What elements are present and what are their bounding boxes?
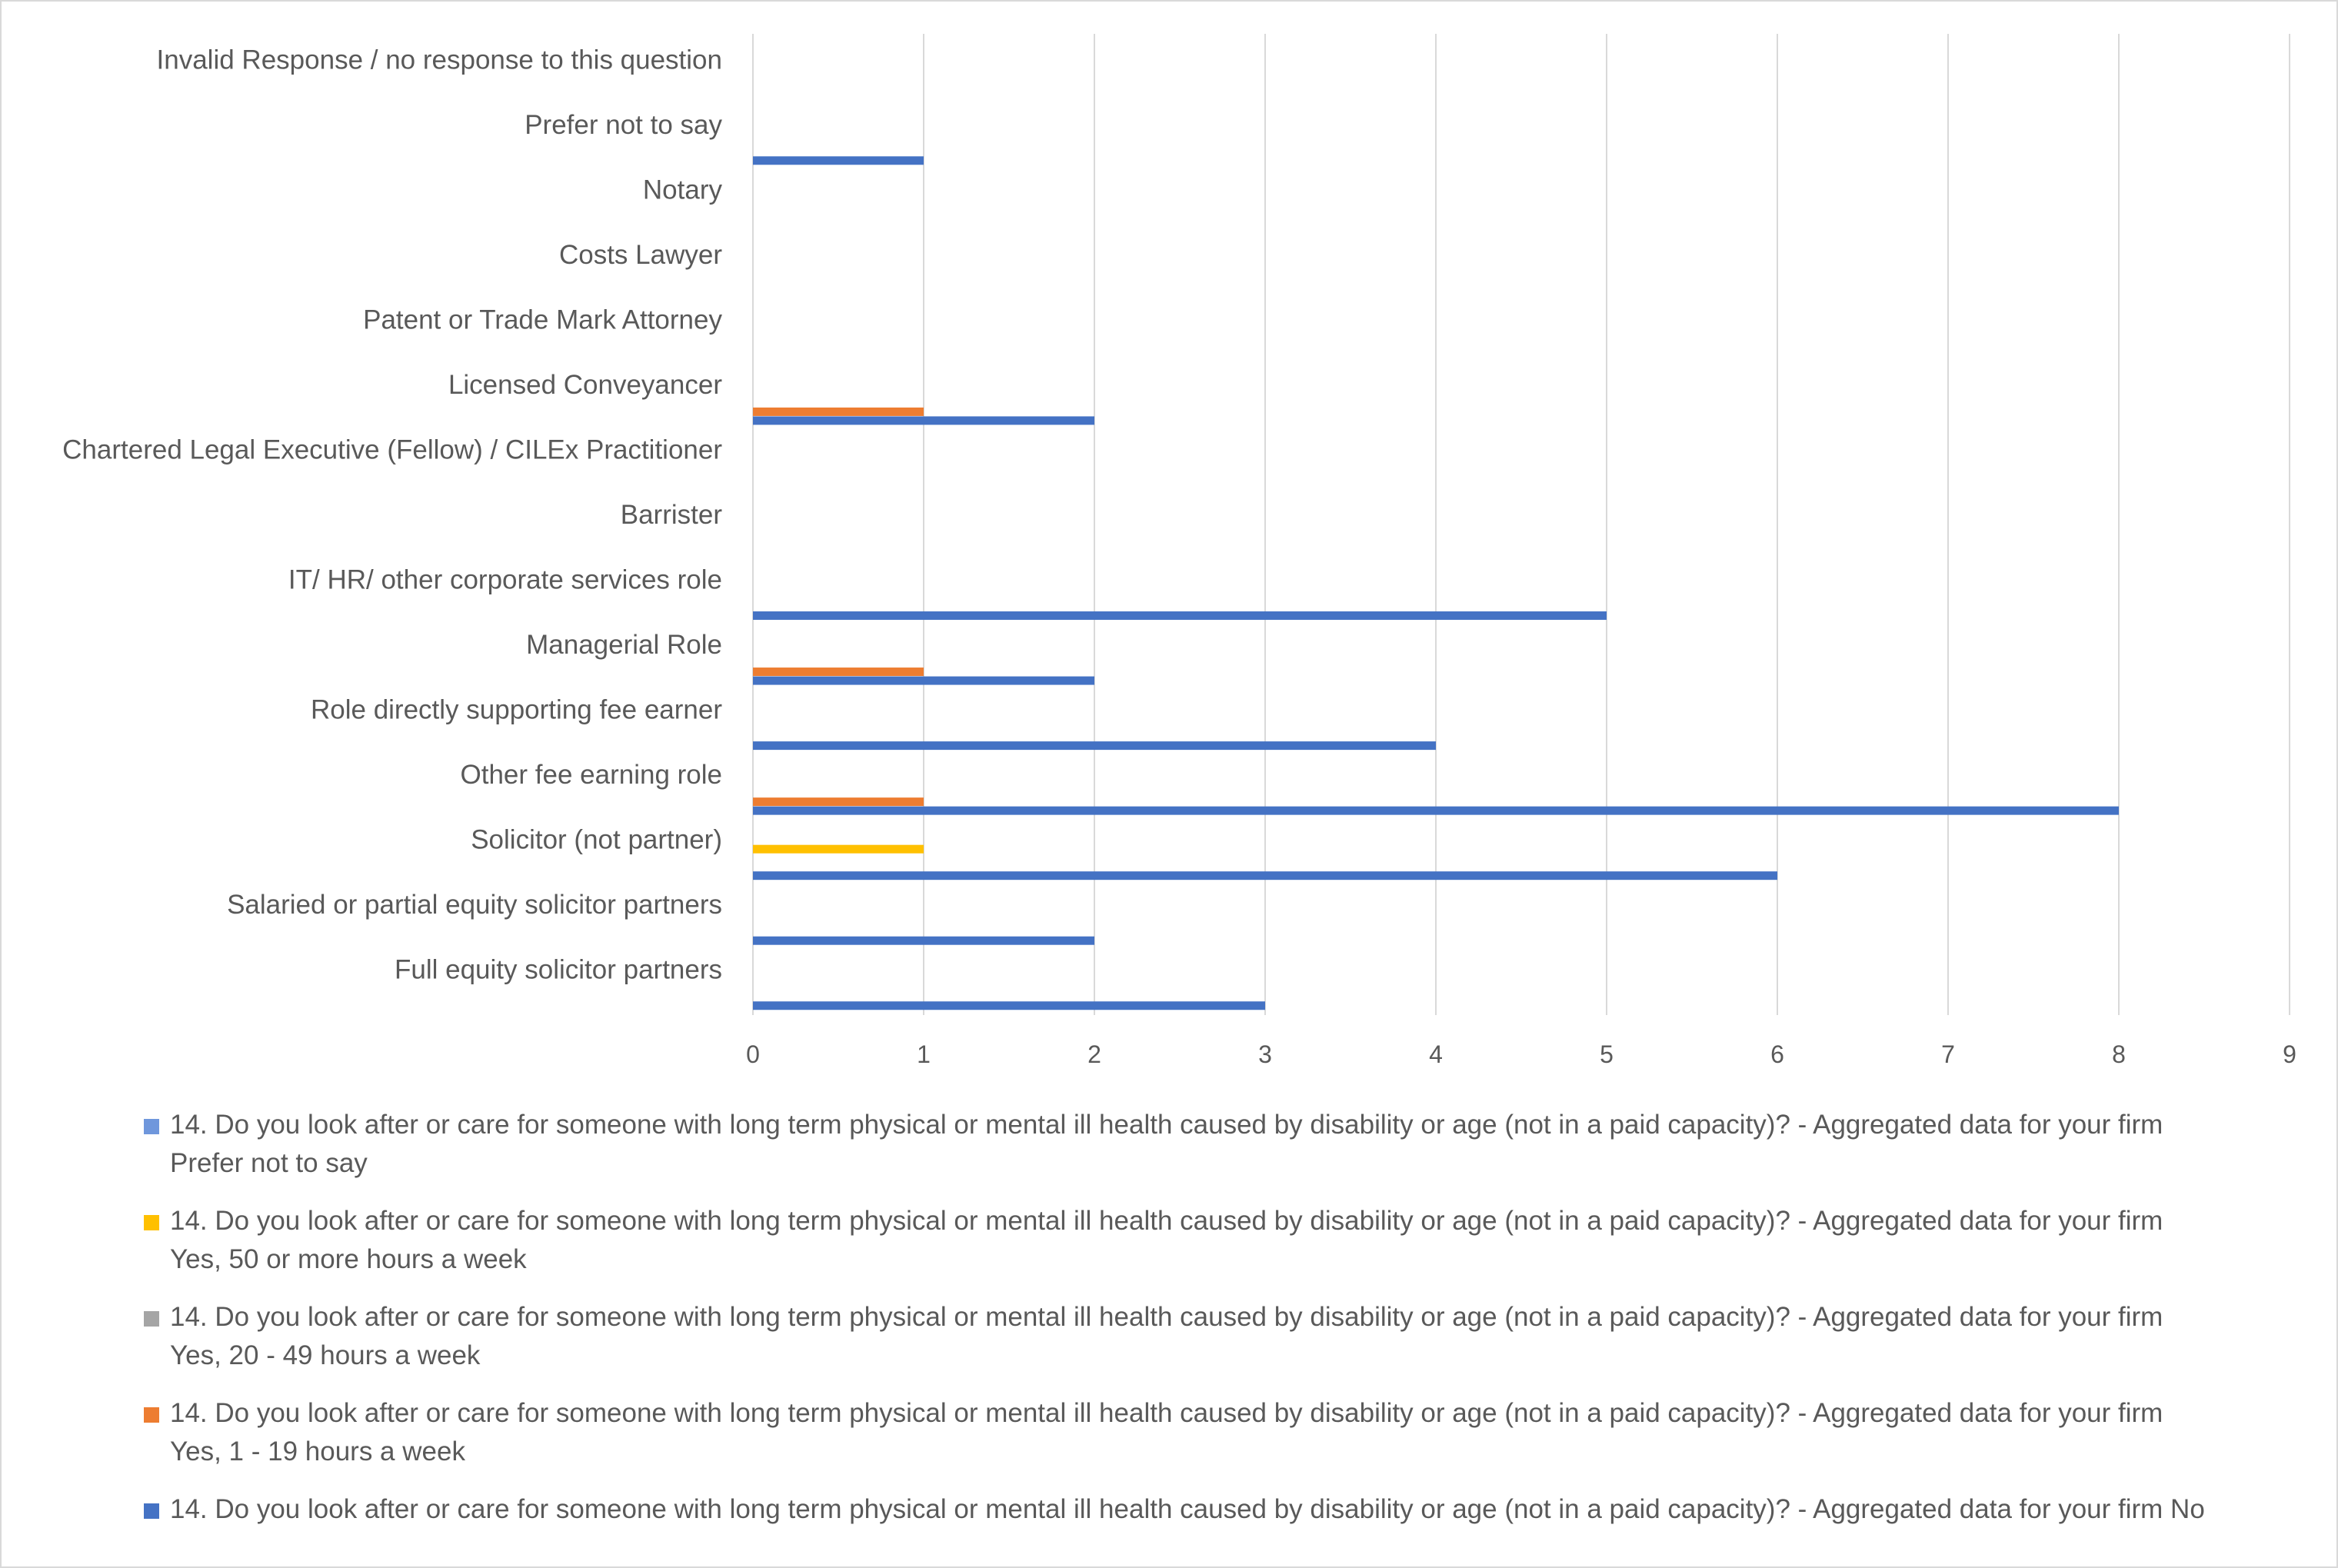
category-label: Full equity solicitor partners: [395, 955, 722, 985]
x-tick-label: 8: [2112, 1040, 2126, 1068]
category-label: Barrister: [621, 500, 723, 530]
legend-entry: 14. Do you look after or care for someon…: [144, 1298, 2220, 1375]
legend-label: 14. Do you look after or care for someon…: [170, 1302, 2163, 1370]
legend-swatch: [144, 1407, 159, 1423]
x-tick-label: 0: [746, 1040, 760, 1068]
legend-swatch: [144, 1119, 159, 1134]
bar: [753, 871, 1777, 881]
bar: [753, 416, 1094, 425]
chart-legend: 14. Do you look after or care for someon…: [144, 1106, 2220, 1548]
category-label: Patent or Trade Mark Attorney: [363, 305, 722, 335]
legend-label: 14. Do you look after or care for someon…: [170, 1206, 2163, 1274]
x-tick-label: 5: [1600, 1040, 1614, 1068]
x-tick-label: 3: [1258, 1040, 1272, 1068]
legend-swatch: [144, 1311, 159, 1327]
category-label: Licensed Conveyancer: [448, 370, 722, 400]
bar-chart: 0 1 2 3 4 5 6 7 8 9 Full equity solicitor partners…: [62, 34, 2296, 1068]
x-tick-label: 1: [917, 1040, 931, 1068]
category-label: IT/ HR/ other corporate services role: [288, 565, 722, 595]
bar: [753, 676, 1094, 685]
x-tick-label: 9: [2283, 1040, 2296, 1068]
category-label: Notary: [643, 175, 723, 205]
category-label: Salaried or partial equity solicitor par…: [227, 890, 722, 920]
category-label: Chartered Legal Executive (Fellow) / CIL…: [62, 434, 722, 464]
legend-entry: 14. Do you look after or care for someon…: [144, 1490, 2220, 1529]
category-label: Managerial Role: [526, 630, 722, 660]
x-tick-label: 2: [1087, 1040, 1101, 1068]
category-label: Other fee earning role: [461, 760, 722, 790]
legend-swatch: [144, 1215, 159, 1230]
x-tick-label: 7: [1941, 1040, 1955, 1068]
legend-label: 14. Do you look after or care for someon…: [170, 1398, 2163, 1466]
legend-entry: 14. Do you look after or care for someon…: [144, 1394, 2220, 1471]
x-tick-label: 6: [1770, 1040, 1784, 1068]
legend-entry: 14. Do you look after or care for someon…: [144, 1106, 2220, 1183]
bar: [753, 1001, 1265, 1010]
bar: [753, 844, 924, 854]
legend-entry: 14. Do you look after or care for someon…: [144, 1202, 2220, 1279]
bar: [753, 407, 924, 416]
bar: [753, 611, 1607, 621]
bar: [753, 936, 1094, 945]
legend-swatch: [144, 1503, 159, 1519]
category-label: Prefer not to say: [525, 110, 722, 140]
category-label: Costs Lawyer: [559, 240, 722, 270]
bar: [753, 797, 924, 807]
bar: [753, 667, 924, 677]
legend-label: 14. Do you look after or care for someon…: [170, 1110, 2163, 1178]
category-label: Role directly supporting fee earner: [311, 695, 722, 725]
category-label: Solicitor (not partner): [471, 825, 722, 855]
bar: [753, 156, 924, 165]
bar: [753, 806, 2119, 815]
category-label: Invalid Response / no response to this q…: [157, 45, 722, 75]
legend-label: 14. Do you look after or care for someon…: [170, 1494, 2205, 1524]
x-tick-label: 4: [1429, 1040, 1443, 1068]
bar: [753, 741, 1436, 751]
